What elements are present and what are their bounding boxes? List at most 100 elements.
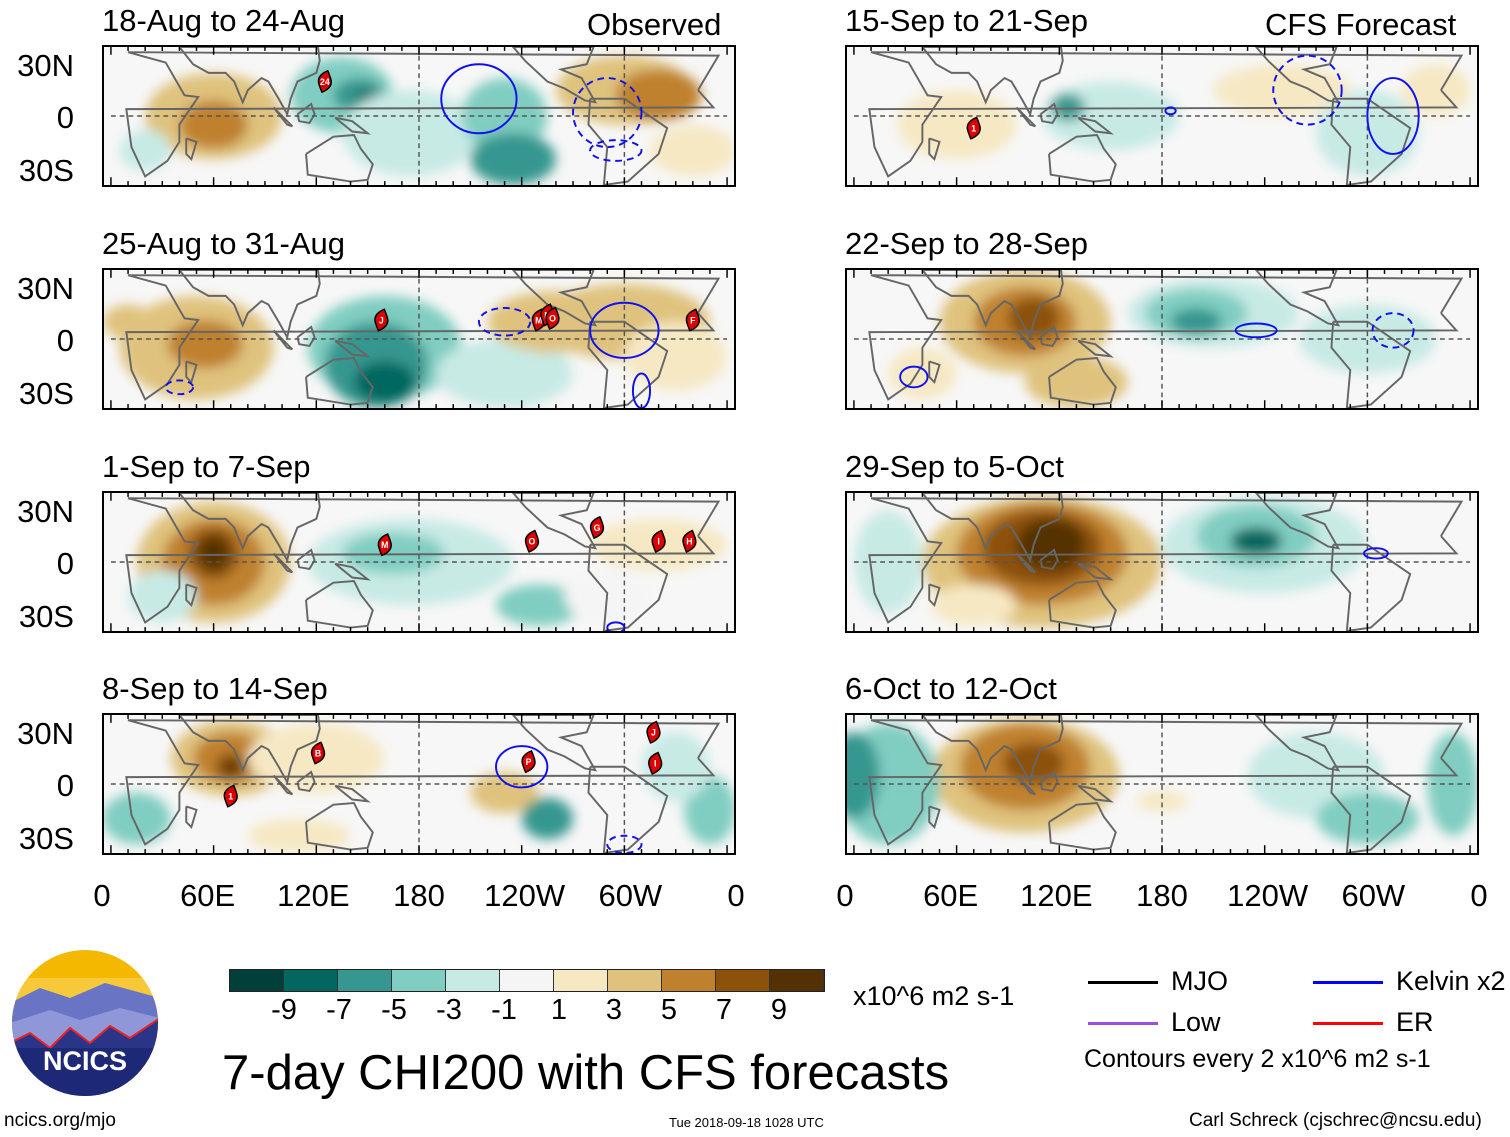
x-tick-label: 120E: [1020, 878, 1093, 913]
anomaly-region: [1016, 518, 1085, 571]
coastline: [334, 339, 371, 358]
storm-label: 24: [320, 77, 330, 87]
colorbar-tick: 3: [605, 994, 623, 1026]
coastline: [868, 719, 1464, 846]
anomaly-region: [1213, 64, 1351, 116]
storm-label: I: [654, 759, 656, 769]
coastline: [185, 805, 198, 829]
colorbar-swatch: [446, 970, 500, 991]
colorbar-tick: -5: [381, 994, 407, 1026]
anomaly-region: [436, 339, 574, 408]
coastline: [1048, 579, 1117, 629]
coastline: [1039, 770, 1059, 792]
anomaly-region: [198, 536, 230, 571]
anomaly-region: [853, 510, 923, 614]
coastline: [1330, 543, 1412, 631]
colorbar-swatch: [284, 970, 338, 991]
kelvin-contour: [1234, 322, 1278, 339]
colorbar-swatch: [770, 970, 824, 991]
tropical-storm-icon: J: [374, 308, 389, 332]
coastline: [296, 325, 316, 347]
x-tick-label: 60W: [598, 878, 663, 913]
coastline: [587, 543, 669, 631]
footer-url[interactable]: ncics.org/mjo: [4, 1110, 116, 1131]
y-tick-label: 0: [56, 323, 74, 358]
kelvin-contour: [477, 306, 532, 337]
storm-label: O: [549, 314, 556, 324]
coastline: [928, 805, 941, 829]
storm-label: P: [526, 757, 532, 767]
tropical-storm-icon: I: [648, 751, 663, 775]
coastline: [1330, 320, 1412, 408]
anomaly-region: [104, 304, 154, 339]
storm-label: O: [529, 537, 536, 547]
tropical-storm-icon: G: [589, 515, 605, 540]
coastline: [511, 493, 598, 550]
colorbar-swatch: [608, 970, 662, 991]
observed-label: Observed: [587, 7, 722, 42]
anomaly-region: [1002, 742, 1065, 784]
panel-title-right-3: 6-Oct to 12-Oct: [845, 671, 1057, 706]
coastline: [125, 274, 721, 401]
coastline: [1077, 562, 1114, 581]
coastline: [334, 784, 371, 803]
map-panel-left-1: JMNOF: [102, 268, 736, 410]
anomaly-region: [930, 584, 1017, 626]
storm-label: F: [690, 315, 696, 325]
coastline: [868, 51, 1464, 178]
coastline: [1254, 47, 1341, 104]
tropical-storm-icon: B: [310, 741, 326, 765]
kelvin-contour: [1366, 77, 1420, 155]
coastline: [1077, 116, 1114, 135]
anomaly-region: [1007, 297, 1060, 339]
panel-title-left-2: 1-Sep to 7-Sep: [102, 449, 311, 484]
x-tick-label: 60E: [923, 878, 979, 913]
storm-label: M: [535, 315, 542, 325]
coastline: [305, 356, 374, 406]
colorbar-tick: -3: [436, 994, 462, 1026]
x-tick-label: 60E: [180, 878, 236, 913]
legend-line-2: [1088, 1022, 1158, 1025]
coastline: [928, 360, 941, 384]
kelvin-contour: [606, 834, 643, 853]
coastline: [125, 497, 721, 624]
y-tick-label: 30S: [18, 376, 74, 411]
anomaly-region: [496, 584, 582, 626]
x-tick-label: 0: [93, 878, 111, 913]
coastline: [921, 47, 1064, 118]
coastline: [296, 102, 316, 124]
anomaly-region: [247, 818, 351, 853]
anomaly-region: [104, 792, 171, 845]
tropical-storm-icon: H: [682, 529, 697, 553]
footer-author: Carl Schreck (cjschrec@ncsu.edu): [1189, 1110, 1482, 1131]
storm-label: M: [381, 540, 388, 550]
y-tick-label: 30N: [17, 716, 74, 751]
coastline: [305, 801, 374, 851]
tropical-storm-icon: 24: [317, 69, 332, 94]
y-tick-label: 0: [56, 100, 74, 135]
coastline: [868, 274, 1464, 401]
colorbar-swatch: [392, 970, 446, 991]
coastline: [1048, 801, 1117, 851]
coastline: [185, 360, 198, 384]
kelvin-contour: [606, 621, 626, 631]
coastline: [296, 548, 316, 570]
coastline: [1039, 548, 1059, 570]
storm-label: B: [315, 748, 321, 758]
colorbar-swatch: [230, 970, 284, 991]
legend-label: MJO: [1171, 966, 1228, 996]
coastline: [334, 116, 371, 135]
kelvin-contour: [589, 301, 660, 359]
kelvin-contour: [899, 365, 929, 389]
y-tick-label: 0: [56, 768, 74, 803]
coastline: [1048, 356, 1117, 406]
tropical-storm-icon: O: [524, 529, 540, 553]
colorbar-tick: -1: [491, 994, 517, 1026]
kelvin-contour: [1362, 547, 1389, 560]
anomaly-region: [1230, 527, 1282, 556]
contour-note: Contours every 2 x10^6 m2 s-1: [1084, 1045, 1431, 1073]
legend-label: ER: [1396, 1007, 1434, 1037]
coastline: [1077, 339, 1114, 358]
coastline: [587, 765, 669, 853]
